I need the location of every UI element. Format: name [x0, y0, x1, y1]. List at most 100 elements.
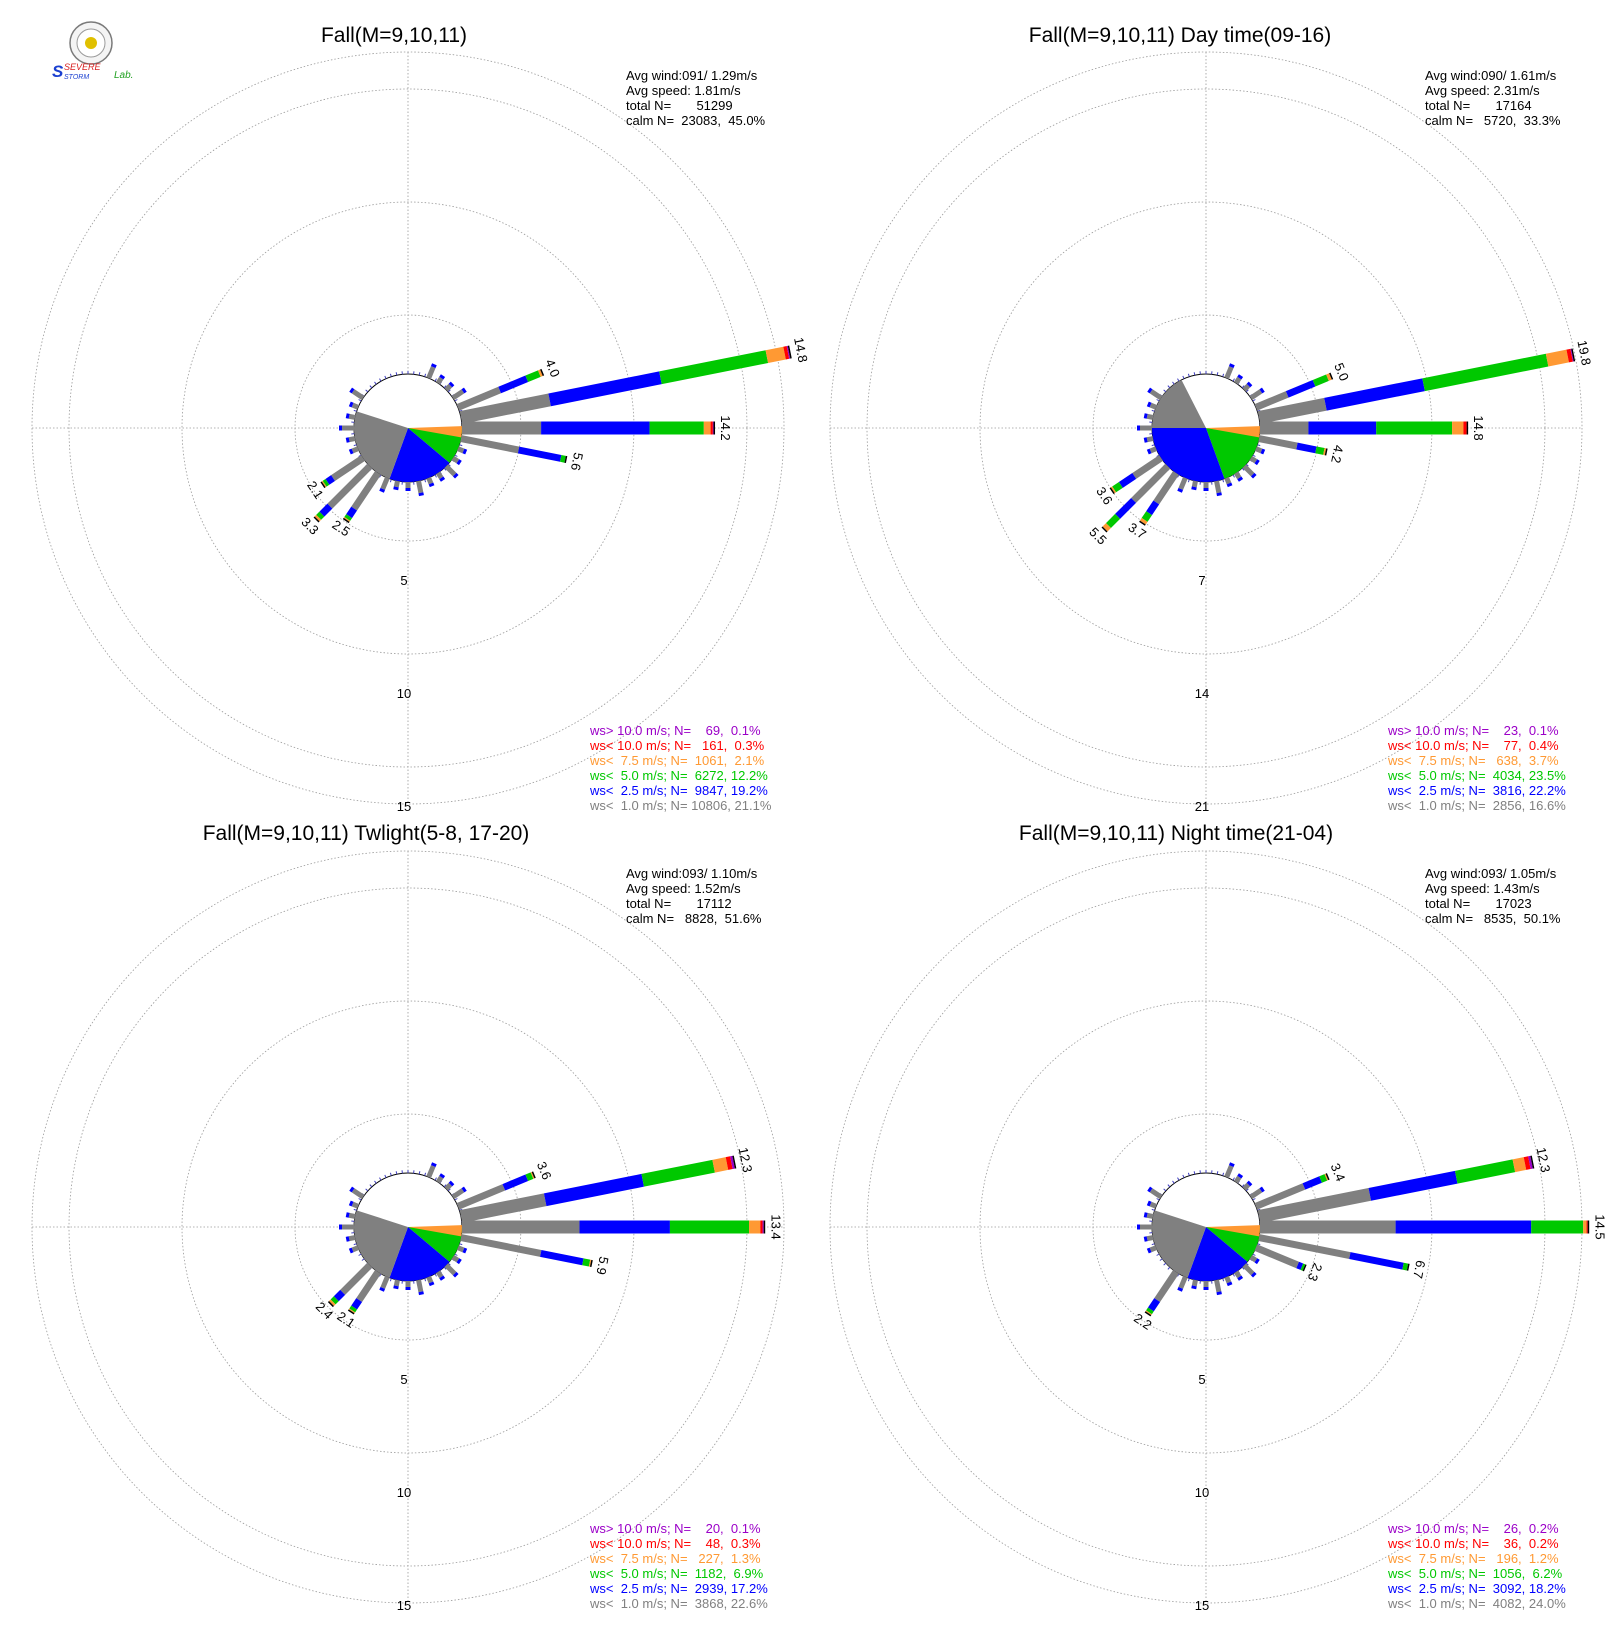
calm-tick [1241, 467, 1245, 471]
calm-tick [1177, 474, 1180, 478]
minor-petal-tip [348, 448, 354, 455]
ring-label: 15 [397, 1598, 411, 1613]
calm-tick [384, 1174, 387, 1178]
calm-tick [1241, 385, 1245, 389]
minor-petal [1224, 1165, 1234, 1179]
calm-tick [447, 1188, 451, 1192]
petal-end [347, 1309, 355, 1315]
minor-petal [348, 1235, 356, 1242]
minor-petal [1249, 1254, 1258, 1263]
petal-segment [783, 346, 790, 360]
chart-title: Fall(M=9,10,11) Night time(21-04) [1019, 822, 1333, 845]
petal-segment [1254, 1244, 1299, 1269]
petal-segment [1118, 473, 1137, 488]
calm-tick [374, 381, 377, 385]
petal-segment [351, 1298, 363, 1310]
minor-petal [435, 1270, 444, 1279]
petal-label: 19.8 [1574, 339, 1594, 367]
ring-label: 5 [400, 1372, 407, 1387]
minor-petal [416, 480, 424, 494]
legend-entry: ws< 7.5 m/s; N= 1061, 2.1% [589, 753, 765, 768]
petal-segment [460, 435, 520, 454]
stats-line: Avg speed: 2.31m/s [1425, 83, 1540, 98]
calm-wedge-orange [1206, 1225, 1260, 1237]
calm-tick [369, 1184, 373, 1188]
minor-petal-tip [1143, 1236, 1148, 1242]
minor-petal [426, 1165, 436, 1179]
calm-tick [1222, 479, 1225, 483]
legend-entry: ws< 2.5 m/s; N= 9847, 19.2% [589, 783, 768, 798]
calm-tick [1187, 1172, 1190, 1176]
legend-entry: ws< 7.5 m/s; N= 196, 1.2% [1387, 1551, 1559, 1566]
minor-petal-tip [1259, 387, 1265, 394]
minor-petal [435, 376, 444, 385]
calm-tick [1187, 373, 1190, 377]
calm-tick [443, 1266, 447, 1270]
petal-segment [328, 1299, 336, 1307]
legend-entry: ws< 10.0 m/s; N= 77, 0.4% [1387, 738, 1559, 753]
legend-entry: ws> 10.0 m/s; N= 26, 0.2% [1387, 1521, 1559, 1536]
petal-segment [1254, 1183, 1306, 1210]
calm-tick [353, 444, 357, 447]
stats-line: calm N= 5720, 33.3% [1425, 113, 1561, 128]
petal-segment [1422, 353, 1549, 392]
minor-petal-tip [1237, 374, 1244, 380]
petal-segment [356, 1269, 381, 1303]
minor-petal [416, 1279, 424, 1293]
windrose-panel: 5 10 15 Fall(M=9,10,11) Avg wind:091/ 1.29m/… [31, 24, 811, 814]
calm-tick [389, 1278, 392, 1282]
minor-petal-tip [393, 486, 399, 491]
minor-petal [380, 1275, 390, 1289]
petal-segment [325, 475, 335, 485]
calm-tick [1245, 389, 1249, 393]
petal-label: 5.9 [593, 1255, 611, 1276]
minor-petal [444, 1263, 457, 1276]
calm-wedge-gray [353, 411, 408, 479]
calm-tick [353, 1208, 357, 1211]
petal-label: 14.8 [791, 336, 811, 364]
calm-tick [361, 1258, 365, 1261]
petal-segment [1302, 1176, 1322, 1190]
petal-label: 6.7 [1410, 1259, 1428, 1280]
minor-petal-tip [428, 482, 435, 488]
calm-tick [424, 1278, 427, 1282]
legend-entry: ws< 1.0 m/s; N= 2856, 16.6% [1387, 798, 1566, 813]
petal-end [540, 368, 545, 376]
minor-petal-tip [448, 1180, 455, 1187]
petal-segment [1315, 446, 1325, 455]
minor-petal [1191, 1279, 1198, 1287]
minor-petal [348, 1212, 356, 1219]
calm-tick [1167, 385, 1171, 389]
polar-grid [829, 51, 1583, 805]
minor-petal [1149, 402, 1158, 410]
calm-tick [424, 373, 427, 377]
calm-wedge-orange [408, 1225, 462, 1237]
petal-segment [548, 371, 662, 407]
petal-segment [1257, 397, 1327, 424]
minor-petal [451, 389, 465, 401]
minor-petal-tip [1254, 1258, 1260, 1265]
minor-petal [393, 480, 400, 488]
minor-petal [1191, 480, 1198, 488]
minor-petal-tip [348, 401, 354, 408]
minor-petal-tip [439, 476, 446, 482]
minor-petal-tip [430, 363, 437, 368]
petal-segment [1147, 1298, 1161, 1312]
petal-segment [641, 1159, 715, 1187]
calm-tick [443, 467, 447, 471]
petal-segment [1312, 374, 1329, 387]
calm-tick [1216, 372, 1219, 376]
logo-lab-text: Lab. [114, 70, 133, 81]
minor-petal [1249, 389, 1263, 401]
calm-tick [1163, 1188, 1167, 1192]
calm-tick [1182, 1174, 1185, 1178]
calm-tick [379, 474, 382, 478]
petal-segment [333, 1289, 346, 1302]
calm-tick [1232, 1273, 1235, 1277]
minor-petal [1149, 389, 1163, 401]
calm-tick [389, 1172, 392, 1176]
calm-wedge-blue [1187, 1227, 1248, 1281]
petal-segment [316, 511, 325, 520]
petal-label: 14.2 [718, 415, 733, 440]
